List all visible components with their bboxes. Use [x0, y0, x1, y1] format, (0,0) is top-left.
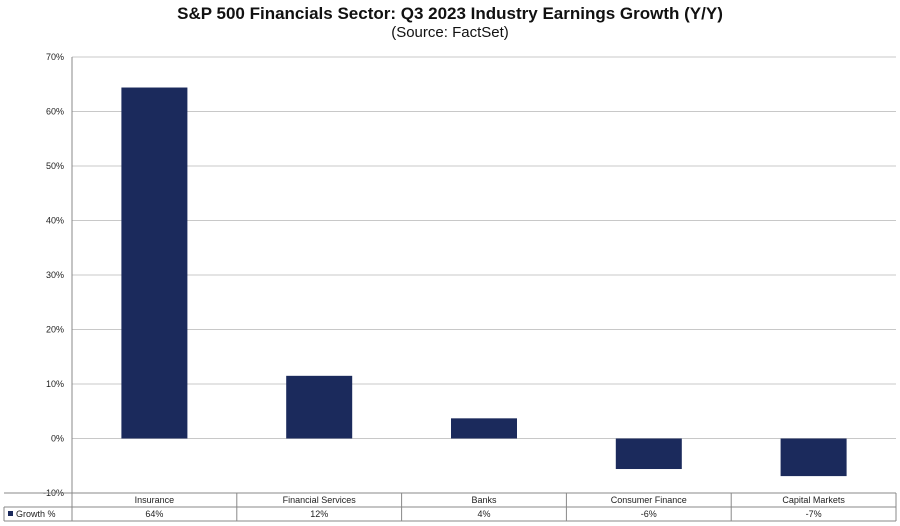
data-label: 12% [310, 509, 328, 519]
y-tick-label: 20% [46, 325, 64, 335]
legend-swatch [8, 511, 13, 516]
y-tick-label: 50% [46, 161, 64, 171]
data-label: 64% [145, 509, 163, 519]
data-label: -6% [641, 509, 657, 519]
data-label: -7% [806, 509, 822, 519]
bar-banks [451, 418, 517, 439]
bar-consumer-finance [615, 438, 682, 470]
data-label: 4% [477, 509, 490, 519]
y-tick-label: 70% [46, 52, 64, 62]
y-tick-label: 10% [46, 379, 64, 389]
y-tick-label: 0% [51, 434, 64, 444]
chart-title: S&P 500 Financials Sector: Q3 2023 Indus… [177, 4, 723, 23]
bar-capital-markets [780, 438, 847, 477]
legend-label: Growth % [16, 509, 56, 519]
y-tick-label: 60% [46, 107, 64, 117]
bar-insurance [121, 87, 188, 439]
x-category-label: Banks [471, 495, 497, 505]
y-tick-label: 40% [46, 216, 64, 226]
y-tick-label: 30% [46, 270, 64, 280]
x-category-label: Insurance [135, 495, 175, 505]
x-category-label: Financial Services [283, 495, 357, 505]
x-category-label: Consumer Finance [611, 495, 687, 505]
bar-financial-services [286, 375, 353, 439]
chart-subtitle: (Source: FactSet) [391, 24, 509, 41]
x-category-label: Capital Markets [782, 495, 845, 505]
